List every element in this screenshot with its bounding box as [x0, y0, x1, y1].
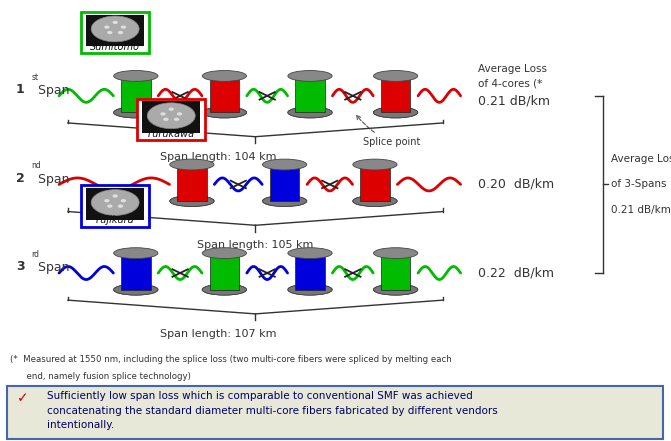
Ellipse shape: [262, 159, 307, 170]
Text: end, namely fusion splice technology): end, namely fusion splice technology): [10, 372, 191, 381]
Text: Span: Span: [34, 84, 70, 97]
Ellipse shape: [107, 31, 113, 34]
Text: 0.20  dB/km: 0.20 dB/km: [478, 178, 554, 191]
Text: Span length: 105 km: Span length: 105 km: [197, 240, 313, 250]
Ellipse shape: [374, 284, 418, 295]
Ellipse shape: [374, 107, 418, 118]
Ellipse shape: [288, 284, 332, 295]
Text: Splice point: Splice point: [357, 116, 421, 147]
Ellipse shape: [121, 199, 126, 202]
Ellipse shape: [113, 248, 158, 258]
Text: 0.22  dB/km: 0.22 dB/km: [478, 266, 554, 280]
Text: Span length: 104 km: Span length: 104 km: [160, 152, 276, 162]
Polygon shape: [295, 76, 325, 112]
Ellipse shape: [170, 196, 214, 206]
Ellipse shape: [288, 284, 332, 295]
Ellipse shape: [288, 248, 332, 258]
Text: of 3-Spans: of 3-Spans: [611, 179, 666, 190]
Polygon shape: [381, 253, 411, 290]
Ellipse shape: [113, 284, 158, 295]
Polygon shape: [121, 76, 150, 112]
Text: 0.21 dB/km: 0.21 dB/km: [611, 205, 670, 215]
Text: 2: 2: [16, 172, 25, 184]
Ellipse shape: [374, 107, 418, 118]
Ellipse shape: [113, 21, 118, 24]
Ellipse shape: [353, 196, 397, 206]
Ellipse shape: [163, 118, 168, 121]
FancyBboxPatch shape: [81, 185, 149, 227]
Ellipse shape: [288, 71, 332, 82]
Ellipse shape: [374, 248, 418, 258]
Polygon shape: [381, 76, 411, 112]
Text: 3: 3: [16, 260, 25, 273]
Ellipse shape: [170, 196, 214, 206]
Text: Span: Span: [34, 172, 70, 186]
Ellipse shape: [118, 31, 123, 34]
Ellipse shape: [353, 159, 397, 170]
Text: Fujikura: Fujikura: [96, 216, 134, 225]
Ellipse shape: [177, 112, 182, 116]
Polygon shape: [295, 253, 325, 290]
Text: Sumitomo: Sumitomo: [90, 42, 140, 52]
FancyBboxPatch shape: [7, 386, 663, 439]
Ellipse shape: [104, 26, 109, 29]
Ellipse shape: [202, 248, 246, 258]
Ellipse shape: [202, 107, 246, 118]
Text: Span length: 107 km: Span length: 107 km: [160, 329, 276, 339]
Ellipse shape: [113, 284, 158, 295]
Ellipse shape: [113, 71, 158, 82]
Ellipse shape: [113, 107, 158, 118]
Polygon shape: [270, 164, 299, 201]
Text: st: st: [32, 73, 38, 82]
Polygon shape: [121, 253, 150, 290]
Ellipse shape: [202, 71, 246, 82]
Ellipse shape: [170, 159, 214, 170]
Ellipse shape: [202, 284, 246, 295]
Ellipse shape: [118, 205, 123, 208]
FancyBboxPatch shape: [138, 98, 205, 140]
Ellipse shape: [107, 205, 113, 208]
Ellipse shape: [202, 284, 246, 295]
Text: 1: 1: [16, 83, 25, 96]
Ellipse shape: [262, 196, 307, 206]
Text: Average Loss: Average Loss: [478, 64, 548, 74]
Ellipse shape: [91, 190, 139, 215]
Ellipse shape: [113, 194, 118, 198]
Text: Furukawa: Furukawa: [148, 129, 195, 138]
Ellipse shape: [104, 199, 109, 202]
Ellipse shape: [147, 103, 195, 129]
Ellipse shape: [202, 107, 246, 118]
Ellipse shape: [353, 196, 397, 206]
Ellipse shape: [91, 16, 139, 42]
FancyBboxPatch shape: [86, 188, 144, 220]
Text: ✓: ✓: [17, 391, 28, 405]
Text: nd: nd: [32, 161, 41, 170]
Ellipse shape: [160, 112, 166, 116]
Text: Sufficiently low span loss which is comparable to conventional SMF was achieved
: Sufficiently low span loss which is comp…: [47, 391, 498, 430]
Polygon shape: [209, 253, 239, 290]
Ellipse shape: [113, 107, 158, 118]
FancyBboxPatch shape: [81, 12, 149, 53]
Text: (*  Measured at 1550 nm, including the splice loss (two multi-core fibers were s: (* Measured at 1550 nm, including the sp…: [10, 355, 452, 363]
Ellipse shape: [168, 108, 174, 111]
Text: 0.21 dB/km: 0.21 dB/km: [478, 95, 550, 108]
Text: Span: Span: [34, 261, 70, 274]
Ellipse shape: [288, 107, 332, 118]
Text: of 4-cores (*: of 4-cores (*: [478, 79, 543, 89]
FancyBboxPatch shape: [142, 101, 201, 133]
Text: rd: rd: [32, 250, 40, 259]
Text: Average Loss: Average Loss: [611, 154, 671, 164]
Ellipse shape: [121, 26, 126, 29]
Ellipse shape: [374, 284, 418, 295]
FancyBboxPatch shape: [86, 15, 144, 46]
Polygon shape: [177, 164, 207, 201]
Polygon shape: [209, 76, 239, 112]
Ellipse shape: [288, 107, 332, 118]
Ellipse shape: [262, 196, 307, 206]
Ellipse shape: [374, 71, 418, 82]
Ellipse shape: [174, 118, 179, 121]
Polygon shape: [360, 164, 390, 201]
